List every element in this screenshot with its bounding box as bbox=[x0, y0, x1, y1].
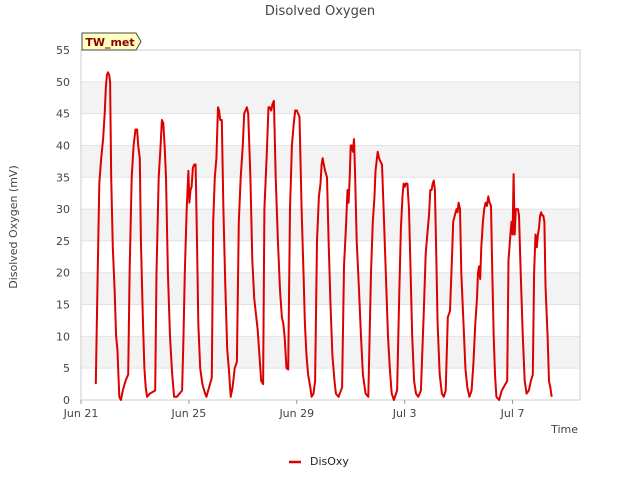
x-axis-ticks: Jun 21 Jun 25 Jun 29 Jul 3 Jul 7 bbox=[63, 400, 525, 420]
y-tick-label: 0 bbox=[63, 394, 70, 407]
x-tick-label: Jul 3 bbox=[392, 407, 417, 420]
y-tick-label: 5 bbox=[63, 362, 70, 375]
x-tick-label: Jun 21 bbox=[63, 407, 99, 420]
y-axis-ticks: 0 5 10 15 20 25 30 35 40 45 50 55 bbox=[56, 44, 70, 407]
y-tick-label: 40 bbox=[56, 139, 70, 152]
y-axis-label: Disolved Oxygen (mV) bbox=[7, 165, 20, 289]
legend-label: DisOxy bbox=[310, 455, 349, 468]
grid-band bbox=[81, 81, 580, 114]
series-layer bbox=[94, 71, 553, 401]
y-tick-label: 10 bbox=[56, 330, 70, 343]
grid-band bbox=[81, 209, 580, 241]
y-tick-label: 55 bbox=[56, 44, 70, 57]
x-axis-label: Time bbox=[550, 423, 578, 436]
y-tick-label: 20 bbox=[56, 267, 70, 280]
y-tick-label: 45 bbox=[56, 108, 70, 121]
x-tick-label: Jun 25 bbox=[171, 407, 207, 420]
site-label-badge: TW_met bbox=[81, 32, 142, 51]
y-tick-label: 15 bbox=[56, 299, 70, 312]
y-tick-label: 50 bbox=[56, 76, 70, 89]
y-tick-label: 25 bbox=[56, 235, 70, 248]
chart-title: Disolved Oxygen bbox=[265, 4, 375, 19]
y-tick-label: 30 bbox=[56, 203, 70, 216]
x-tick-label: Jul 7 bbox=[500, 407, 525, 420]
grid-band bbox=[81, 336, 580, 369]
x-tick-label: Jun 29 bbox=[278, 407, 314, 420]
grid-band bbox=[81, 145, 580, 178]
site-label-box bbox=[81, 32, 142, 51]
legend[interactable]: DisOxy bbox=[289, 455, 349, 468]
plot-area bbox=[80, 49, 581, 401]
y-tick-label: 35 bbox=[56, 171, 70, 184]
series-line-disoxy bbox=[94, 71, 553, 401]
site-label-text: TW_met bbox=[85, 36, 134, 49]
